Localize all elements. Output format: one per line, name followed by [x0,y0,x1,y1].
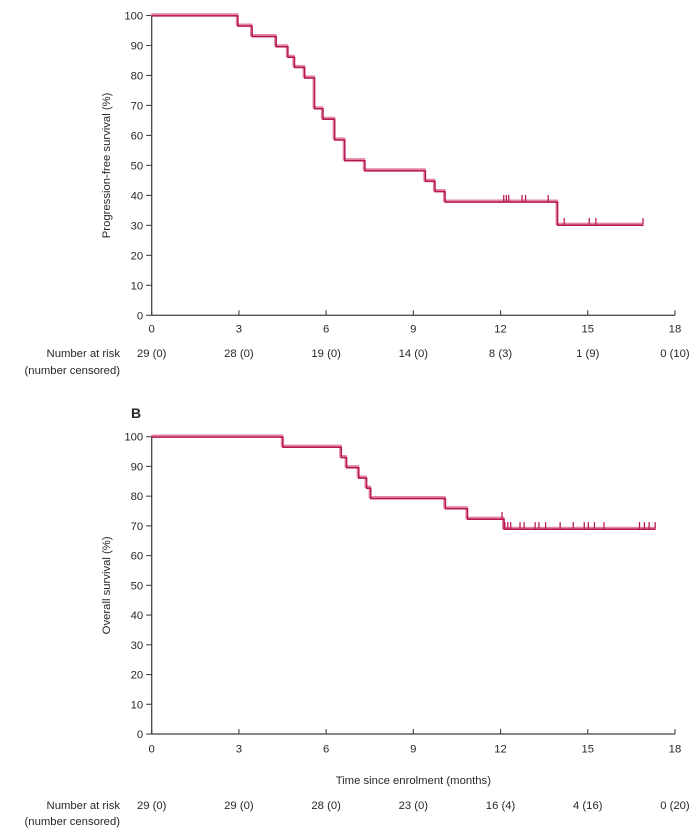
risk-header-line2: (number censored) [25,365,121,377]
y-tick-label: 60 [131,551,144,563]
y-tick-label: 0 [137,729,143,741]
y-tick-label: 10 [131,699,144,711]
x-tick-label: 18 [669,744,682,756]
risk-value: 0 (10) [660,348,690,360]
y-tick-label: 70 [131,100,144,112]
risk-value: 29 (0) [137,800,167,812]
x-tick-label: 9 [410,324,416,336]
x-tick-label: 12 [494,744,507,756]
y-tick-label: 30 [131,220,144,232]
km-curve [152,436,656,531]
risk-value: 29 (0) [137,348,167,360]
panel-label: B [131,405,141,421]
y-tick-label: 100 [124,11,143,23]
risk-value: 0 (20) [660,800,690,812]
y-tick-label: 70 [131,521,144,533]
x-tick-label: 18 [669,324,682,336]
risk-header-line2: (number censored) [25,816,121,828]
y-tick-label: 100 [124,432,143,444]
y-tick-label: 50 [131,580,144,592]
y-tick-label: 90 [131,461,144,473]
km-curve-echo [151,13,643,225]
y-tick-label: 20 [131,250,144,262]
y-tick-label: 80 [131,491,144,503]
x-axis-title: Time since enrolment (months) [336,775,492,787]
x-tick-label: 9 [410,744,416,756]
x-tick-label: 3 [236,324,242,336]
y-tick-label: 0 [137,310,143,322]
x-tick-label: 15 [581,324,594,336]
risk-header-line1: Number at risk [47,348,121,360]
x-tick-label: 12 [494,324,507,336]
risk-value: 29 (0) [224,800,254,812]
km-curve-echo [151,434,655,530]
x-tick-label: 0 [149,324,155,336]
y-axis-title: Progression-free survival (%) [101,92,113,238]
y-tick-label: 90 [131,40,144,52]
y-tick-label: 30 [131,640,144,652]
y-tick-label: 20 [131,670,144,682]
risk-value: 28 (0) [224,348,254,360]
risk-value: 8 (3) [489,348,512,360]
y-tick-label: 80 [131,70,144,82]
km-curve [152,15,644,226]
y-tick-label: 60 [131,130,144,142]
risk-value: 28 (0) [311,800,341,812]
x-tick-label: 0 [149,744,155,756]
y-axis-title: Overall survival (%) [101,536,113,634]
risk-value: 4 (16) [573,800,603,812]
risk-value: 19 (0) [311,348,341,360]
x-tick-label: 3 [236,744,242,756]
y-tick-label: 40 [131,190,144,202]
x-tick-label: 6 [323,744,329,756]
y-tick-label: 50 [131,160,144,172]
risk-value: 23 (0) [399,800,429,812]
risk-value: 14 (0) [399,348,429,360]
y-tick-label: 40 [131,610,144,622]
risk-value: 1 (9) [576,348,599,360]
risk-header-line1: Number at risk [47,800,121,812]
y-tick-label: 10 [131,280,144,292]
x-tick-label: 6 [323,324,329,336]
risk-value: 16 (4) [486,800,516,812]
x-tick-label: 15 [581,744,594,756]
